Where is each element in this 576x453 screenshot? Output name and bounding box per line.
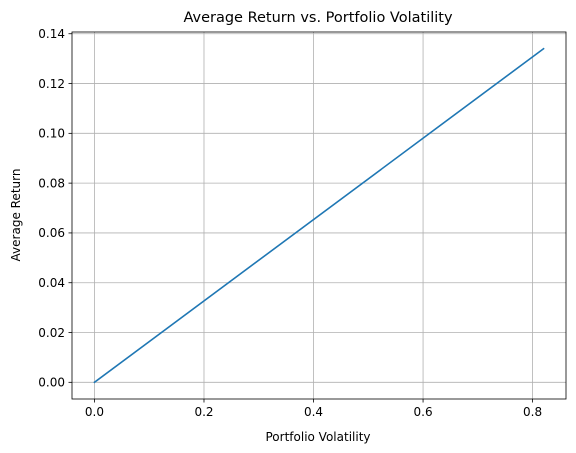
x-tick-label: 0.6 xyxy=(414,405,433,419)
plot-frame xyxy=(71,31,567,400)
y-tick-label: 0.04 xyxy=(38,276,65,290)
series-line xyxy=(93,47,545,384)
y-tick-label: 0.12 xyxy=(38,77,65,91)
y-tick-label: 0.14 xyxy=(38,27,65,41)
grid-lines xyxy=(72,32,566,399)
x-tick-label: 0.4 xyxy=(304,405,323,419)
x-tick-label: 0.0 xyxy=(85,405,104,419)
y-axis-ticks: 0.00 0.02 0.04 0.06 0.08 0.10 0.12 0.14 xyxy=(38,27,72,390)
x-tick-label: 0.8 xyxy=(523,405,542,419)
x-tick-label: 0.2 xyxy=(194,405,213,419)
chart-title: Average Return vs. Portfolio Volatility xyxy=(183,10,453,26)
series-layer xyxy=(93,47,545,384)
y-tick-label: 0.08 xyxy=(38,176,65,190)
y-tick-label: 0.10 xyxy=(38,127,65,141)
y-tick-label: 0.00 xyxy=(38,376,65,390)
y-tick-label: 0.06 xyxy=(38,226,65,240)
y-tick-label: 0.02 xyxy=(38,326,65,340)
y-axis-label: Average Return xyxy=(9,169,23,262)
x-axis-label: Portfolio Volatility xyxy=(266,430,371,444)
x-axis-ticks: 0.0 0.2 0.4 0.6 0.8 xyxy=(85,399,542,419)
